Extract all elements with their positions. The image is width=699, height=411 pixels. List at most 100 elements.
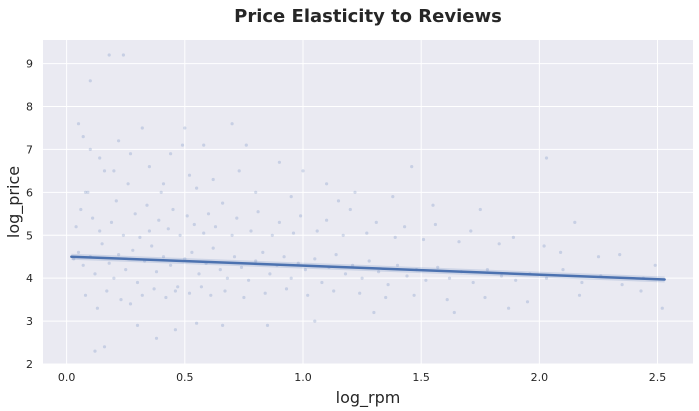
scatter-point bbox=[221, 323, 225, 327]
scatter-point bbox=[282, 255, 286, 259]
scatter-point bbox=[100, 242, 104, 246]
scatter-point bbox=[161, 255, 166, 259]
scatter-point bbox=[121, 53, 125, 57]
scatter-point bbox=[121, 233, 125, 237]
scatter-point bbox=[74, 225, 78, 229]
scatter-point bbox=[138, 235, 142, 239]
scatter-point bbox=[107, 53, 111, 57]
scatter-point bbox=[265, 323, 270, 327]
regression-line-group bbox=[70, 253, 666, 283]
scatter-point bbox=[313, 319, 317, 323]
scatter-point bbox=[171, 207, 175, 212]
scatter-point bbox=[221, 201, 225, 205]
scatter-point bbox=[128, 302, 133, 306]
scatter-point bbox=[268, 272, 272, 276]
x-axis-label: log_rpm bbox=[336, 388, 401, 408]
scatter-point bbox=[112, 169, 116, 173]
scatter-point bbox=[180, 143, 185, 147]
scatter-point bbox=[469, 229, 473, 233]
scatter-point bbox=[303, 268, 307, 272]
scatter-point bbox=[223, 289, 227, 293]
scatter-point bbox=[365, 231, 369, 235]
scatter-point bbox=[119, 298, 123, 302]
scatter-point bbox=[561, 268, 565, 272]
scatter-point bbox=[145, 203, 149, 207]
scatter-point bbox=[315, 229, 319, 233]
scatter-point bbox=[620, 283, 624, 287]
scatter-point bbox=[88, 79, 92, 83]
scatter-point bbox=[395, 263, 400, 267]
scatter-point bbox=[230, 122, 234, 126]
scatter-point bbox=[263, 291, 267, 295]
scatter-point bbox=[478, 207, 482, 212]
scatter-point bbox=[277, 160, 281, 164]
scatter-point bbox=[653, 263, 657, 267]
x-tick-label: 1.0 bbox=[294, 371, 312, 384]
scatter-point bbox=[117, 253, 121, 257]
scatter-point bbox=[211, 246, 215, 250]
scatter-point bbox=[660, 306, 664, 310]
scatter-point bbox=[109, 220, 114, 224]
x-tick-label: 2.5 bbox=[649, 371, 667, 384]
scatter-point bbox=[135, 280, 140, 285]
scatter-point bbox=[559, 250, 563, 254]
scatter-point bbox=[544, 276, 549, 280]
scatter-point bbox=[202, 231, 206, 235]
scatter-point bbox=[164, 295, 168, 300]
scatter-point bbox=[187, 173, 192, 177]
scatter-point bbox=[351, 263, 355, 267]
scatter-point bbox=[499, 274, 504, 278]
scatter-point bbox=[358, 291, 362, 295]
scatter-point bbox=[105, 289, 109, 293]
y-tick-label: 8 bbox=[26, 101, 33, 114]
scatter-point bbox=[197, 272, 201, 276]
scatter-point bbox=[353, 190, 357, 194]
scatter-point bbox=[313, 257, 317, 261]
scatter-point bbox=[511, 235, 515, 239]
scatter-point bbox=[403, 225, 407, 229]
scatter-point bbox=[173, 289, 177, 293]
scatter-point bbox=[195, 321, 199, 325]
scatter-point bbox=[424, 278, 428, 282]
scatter-point bbox=[336, 199, 341, 203]
scatter-point bbox=[542, 244, 546, 248]
y-tick-label: 9 bbox=[26, 58, 33, 71]
scatter-point bbox=[91, 216, 95, 220]
scatter-point bbox=[299, 214, 303, 218]
scatter-point bbox=[372, 310, 376, 315]
scatter-point bbox=[497, 242, 501, 246]
scatter-point bbox=[391, 195, 395, 199]
scatter-point bbox=[580, 280, 584, 285]
scatter-point bbox=[128, 152, 133, 156]
scatter-point bbox=[254, 190, 258, 194]
scatter-point bbox=[386, 283, 390, 287]
scatter-point bbox=[544, 156, 549, 160]
plot-area bbox=[43, 40, 693, 364]
scatter-point bbox=[235, 216, 239, 220]
scatter-point bbox=[291, 231, 296, 235]
scatter-point bbox=[209, 293, 213, 297]
scatter-point bbox=[117, 139, 121, 143]
scatter-point bbox=[525, 300, 530, 304]
scatter-point bbox=[334, 253, 338, 257]
y-axis-label: log_price bbox=[4, 166, 24, 238]
scatter-point bbox=[112, 276, 116, 280]
scatter-point bbox=[81, 135, 85, 139]
scatter-point bbox=[114, 199, 118, 203]
scatter-point bbox=[93, 272, 97, 276]
scatter-point bbox=[190, 250, 194, 254]
scatter-point bbox=[348, 207, 352, 212]
scatter-point bbox=[195, 186, 199, 190]
scatter-point bbox=[270, 233, 274, 237]
scatter-point bbox=[471, 280, 475, 285]
x-tick-label: 0.0 bbox=[58, 371, 76, 384]
scatter-point bbox=[452, 310, 456, 315]
scatter-point bbox=[187, 291, 192, 295]
scatter-point bbox=[124, 268, 128, 272]
scatter-point bbox=[133, 212, 137, 216]
scatter-point bbox=[421, 237, 426, 242]
x-tick-label: 0.5 bbox=[176, 371, 194, 384]
scatter-point bbox=[173, 328, 177, 332]
scatter-point bbox=[485, 268, 489, 272]
